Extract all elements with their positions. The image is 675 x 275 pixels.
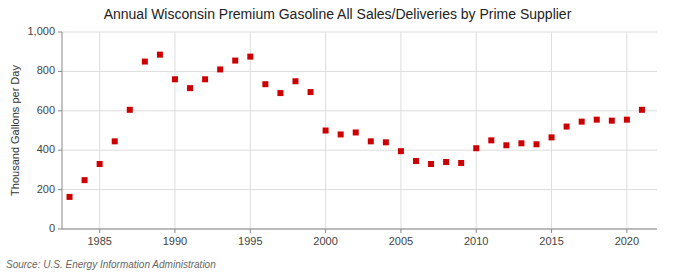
y-tick	[58, 32, 62, 33]
x-tick-label: 2010	[464, 235, 488, 247]
data-point	[564, 124, 570, 130]
data-point	[262, 81, 268, 87]
data-point	[157, 52, 163, 58]
data-point	[594, 117, 600, 123]
data-point	[127, 107, 133, 113]
data-point	[187, 85, 193, 91]
data-point	[67, 194, 73, 200]
grid	[62, 32, 657, 229]
data-point	[428, 161, 434, 167]
x-tick	[400, 229, 401, 233]
x-tick	[99, 229, 100, 233]
x-tick	[551, 229, 552, 233]
y-grid-line	[62, 32, 657, 33]
y-tick	[58, 110, 62, 111]
x-tick-label: 1990	[163, 235, 187, 247]
data-point	[232, 58, 238, 64]
x-tick	[325, 229, 326, 233]
x-grid-line	[250, 32, 251, 229]
y-tick-label: 800	[37, 64, 55, 76]
y-axis-line	[62, 32, 63, 229]
data-point	[383, 139, 389, 145]
y-tick-label: 200	[37, 183, 55, 195]
data-point	[624, 117, 630, 123]
x-grid-line	[174, 32, 175, 229]
x-grid-line	[400, 32, 401, 229]
data-point	[292, 78, 298, 84]
x-tick-label: 2005	[389, 235, 413, 247]
y-grid-line	[62, 150, 657, 151]
data-point	[112, 138, 118, 144]
data-point	[142, 59, 148, 65]
data-point	[533, 141, 539, 147]
y-grid-line	[62, 71, 657, 72]
data-point	[97, 161, 103, 167]
x-axis-line	[62, 229, 657, 230]
x-tick-label: 1995	[238, 235, 262, 247]
data-point	[308, 89, 314, 95]
data-point	[488, 137, 494, 143]
data-point	[503, 142, 509, 148]
x-tick	[476, 229, 477, 233]
data-point	[473, 145, 479, 151]
y-tick	[58, 71, 62, 72]
x-grid-line	[551, 32, 552, 229]
data-point	[277, 90, 283, 96]
y-grid-line	[62, 110, 657, 111]
data-point	[202, 76, 208, 82]
y-tick	[58, 189, 62, 190]
y-grid-line	[62, 229, 657, 230]
data-point	[639, 107, 645, 113]
data-point	[518, 140, 524, 146]
chart-title: Annual Wisconsin Premium Gasoline All Sa…	[104, 6, 572, 22]
y-axis-label: Thousand Gallons per Day	[9, 65, 21, 196]
data-point	[172, 76, 178, 82]
data-point	[217, 66, 223, 72]
data-point	[458, 160, 464, 166]
x-tick	[626, 229, 627, 233]
y-tick-label: 400	[37, 143, 55, 155]
x-grid-line	[476, 32, 477, 229]
data-point	[413, 158, 419, 164]
y-tick-label: 0	[49, 222, 55, 234]
data-point	[368, 138, 374, 144]
x-tick	[250, 229, 251, 233]
data-point	[247, 54, 253, 60]
data-point	[443, 159, 449, 165]
data-point	[549, 134, 555, 140]
data-point	[353, 129, 359, 135]
data-point	[609, 118, 615, 124]
source-note: Source: U.S. Energy Information Administ…	[6, 259, 216, 270]
x-tick-label: 2000	[313, 235, 337, 247]
chart-svg: 0 200 400 600 800 1,000 1985 1990 1995 2000 2005 20…	[0, 0, 675, 275]
y-tick	[58, 229, 62, 230]
data-point	[82, 177, 88, 183]
points	[67, 52, 645, 200]
chart-container: 0 200 400 600 800 1,000 1985 1990 1995 2000 2005 20…	[0, 0, 675, 275]
y-tick-label: 600	[37, 104, 55, 116]
y-tick	[58, 150, 62, 151]
data-point	[323, 128, 329, 134]
x-tick	[174, 229, 175, 233]
data-point	[398, 148, 404, 154]
x-tick-label: 2020	[615, 235, 639, 247]
y-grid-line	[62, 189, 657, 190]
data-point	[338, 131, 344, 137]
x-tick-label: 2015	[539, 235, 563, 247]
x-grid-line	[99, 32, 100, 229]
y-tick-label: 1,000	[27, 25, 55, 37]
x-tick-label: 1985	[87, 235, 111, 247]
x-grid-line	[626, 32, 627, 229]
data-point	[579, 119, 585, 125]
